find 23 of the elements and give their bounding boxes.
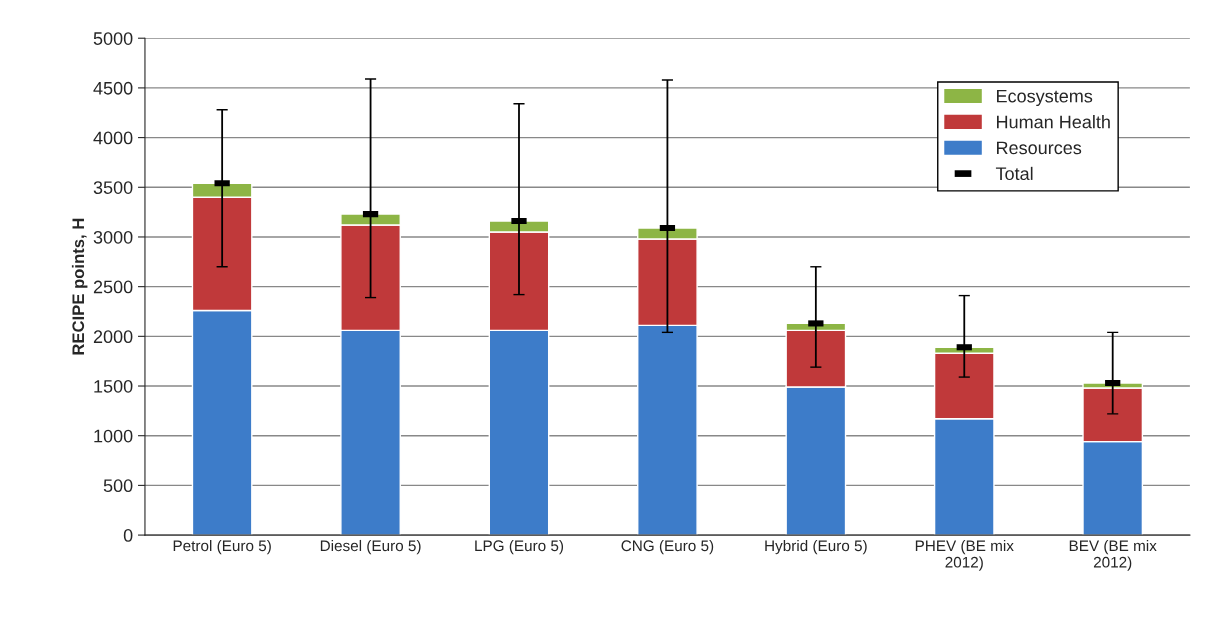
- y-tick-label: 4000: [93, 131, 133, 145]
- x-tick-label: Petrol (Euro 5): [173, 539, 271, 555]
- legend-label: Resources: [997, 141, 1082, 155]
- legend-label: Ecosystems: [997, 89, 1093, 107]
- legend-label: Human Health: [997, 115, 1110, 129]
- x-tick-label: Diesel (Euro 5): [320, 539, 421, 555]
- x-tick-label: CNG (Euro 5): [621, 539, 714, 555]
- y-tick-label: 4500: [93, 81, 133, 95]
- y-axis-title: RECIPE points, H: [71, 218, 88, 355]
- x-tick-label: LPG (Euro 5): [475, 539, 564, 555]
- x-tick-label: PHEV (BE mix 2012): [915, 539, 1014, 571]
- y-tick-label: 3500: [93, 181, 133, 194]
- y-tick-label: 0: [123, 529, 133, 542]
- x-tick-label: BEV (BE mix 2012): [1069, 539, 1157, 571]
- y-tick-label: 500: [103, 479, 133, 493]
- y-tick-label: 5000: [93, 32, 133, 45]
- y-tick-label: 2000: [93, 330, 133, 344]
- y-tick-label: 1500: [94, 379, 133, 393]
- x-tick-label: Hybrid (Euro 5): [765, 539, 867, 555]
- y-tick-label: 1000: [94, 429, 133, 443]
- y-tick-label: 3000: [93, 230, 133, 244]
- y-tick-label: 2500: [93, 280, 133, 294]
- legend-label: Total: [995, 166, 1033, 181]
